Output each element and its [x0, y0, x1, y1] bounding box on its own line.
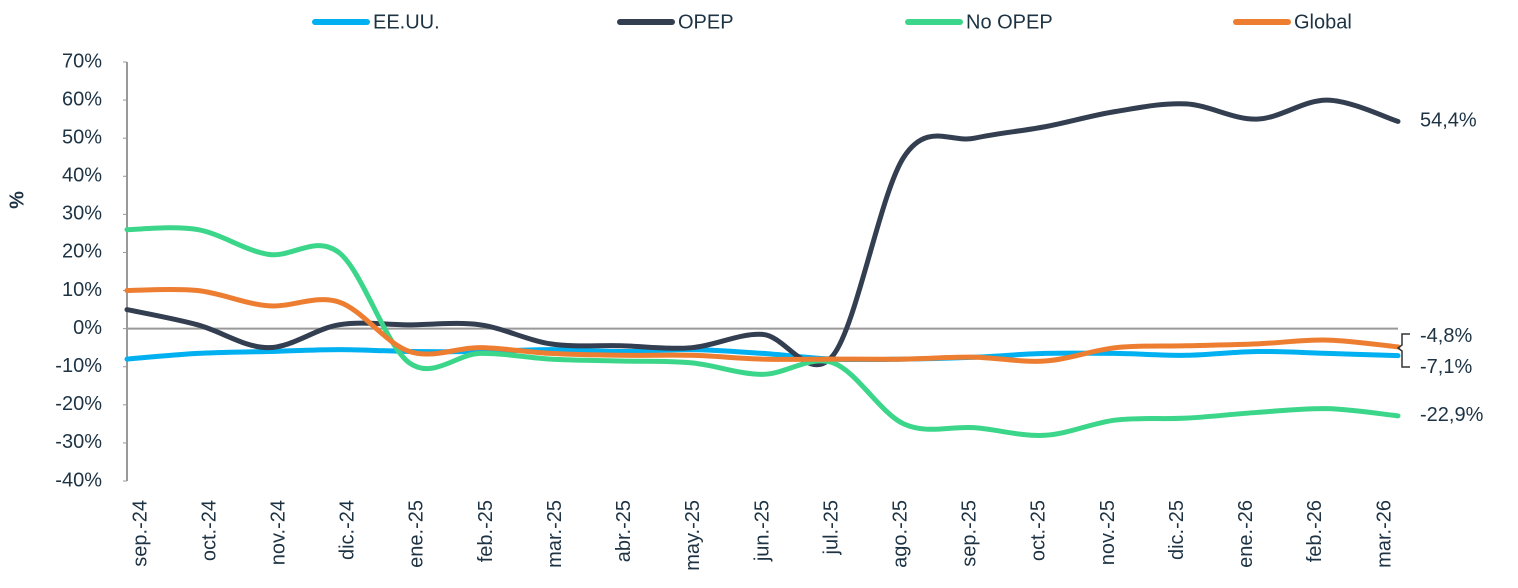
legend-label: No OPEP: [966, 11, 1053, 33]
x-tick-label: may.-25: [682, 500, 704, 571]
x-tick-label: ago.-25: [890, 500, 912, 568]
x-tick-label: jul.-25: [820, 500, 842, 555]
line: [124, 286, 1401, 364]
y-axis-label: %: [6, 191, 28, 209]
x-tick-label: abr.-25: [613, 500, 635, 562]
x-tick-label: mar.-25: [544, 500, 566, 568]
y-tick-label: 50%: [62, 126, 102, 148]
legend-label: OPEP: [678, 11, 734, 33]
x-tick-label: nov.-24: [268, 500, 290, 565]
y-tick-label: -10%: [55, 355, 102, 377]
x-tick-label: dic.-25: [1166, 500, 1188, 560]
x-tick-label: feb.-26: [1304, 500, 1326, 562]
y-tick-label: 40%: [62, 165, 102, 187]
bracket: [1396, 333, 1410, 368]
y-tick-label: -40%: [55, 469, 102, 491]
x-tick-label: ene.-26: [1235, 500, 1257, 568]
data-label: -7,1%: [1420, 356, 1472, 378]
data-label: -4,8%: [1420, 325, 1472, 347]
line: [124, 225, 1401, 438]
y-tick-label: 0%: [73, 317, 102, 339]
y-tick-label: -30%: [55, 431, 102, 453]
x-tick-label: oct.-24: [198, 500, 220, 561]
legend-label: Global: [1294, 11, 1352, 33]
x-tick-label: mar.-26: [1373, 500, 1395, 568]
line: [124, 97, 1401, 367]
x-tick-label: feb.-25: [475, 500, 497, 562]
data-label: 54,4%: [1420, 110, 1477, 132]
legend-label: EE.UU.: [373, 11, 440, 33]
line: [124, 347, 1401, 363]
x-tick-label: oct.-25: [1028, 500, 1050, 561]
x-tick-label: jun.-25: [751, 500, 773, 562]
y-tick-label: 20%: [62, 241, 102, 263]
y-tick-label: 60%: [62, 88, 102, 110]
y-tick-label: 70%: [62, 50, 102, 72]
y-tick-label: 10%: [62, 279, 102, 301]
y-tick-label: -20%: [55, 393, 102, 415]
x-tick-label: sep.-25: [959, 500, 981, 567]
x-tick-label: nov.-25: [1097, 500, 1119, 565]
x-tick-label: ene.-25: [406, 500, 428, 568]
y-tick-label: 30%: [62, 203, 102, 225]
data-label: -22,9%: [1420, 404, 1484, 426]
x-tick-label: sep.-24: [129, 500, 151, 567]
x-tick-label: dic.-24: [337, 500, 359, 560]
